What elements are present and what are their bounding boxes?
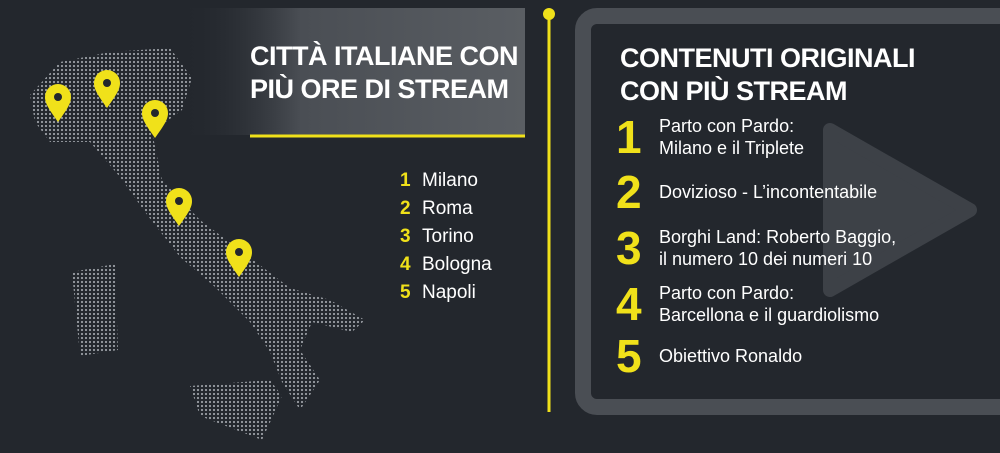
city-rank: 3 <box>400 226 411 247</box>
content-title: Obiettivo Ronaldo <box>659 345 802 367</box>
title-line: CON PIÙ STREAM <box>620 76 848 106</box>
right-title: CONTENUTI ORIGINALI CON PIÙ STREAM <box>620 42 916 108</box>
divider-dot <box>543 8 555 20</box>
city-item: 5 Napoli <box>400 282 476 304</box>
content-item: 4 Parto con Pardo: Barcellona e il guardio… <box>616 278 879 330</box>
content-rank: 4 <box>616 278 642 330</box>
city-rank: 4 <box>400 254 411 275</box>
city-item: 2 Roma <box>400 198 473 220</box>
city-item: 4 Bologna <box>400 254 492 276</box>
title-box <box>180 8 525 135</box>
city-item: 1 Milano <box>400 170 478 192</box>
content-title-line: Barcellona e il guardiolismo <box>659 305 880 325</box>
content-item: 2 Dovizioso - L’incontentabile <box>616 166 877 218</box>
content-title-line: il numero 10 dei numeri 10 <box>659 249 873 269</box>
content-title-line: Borghi Land: Roberto Baggio, <box>659 227 897 247</box>
city-name: Napoli <box>422 282 476 303</box>
content-title-line: Dovizioso - L’incontentabile <box>659 182 878 202</box>
title-line: CONTENUTI ORIGINALI <box>620 43 916 73</box>
content-title: Parto con Pardo: Milano e il Triplete <box>659 115 804 159</box>
content-rank: 2 <box>616 166 642 218</box>
italy-map <box>30 48 365 440</box>
title-line: PIÙ ORE DI STREAM <box>250 74 509 104</box>
city-name: Roma <box>422 198 473 219</box>
content-title-line: Parto con Pardo: <box>659 283 795 303</box>
city-rank: 1 <box>400 170 411 191</box>
content-title-line: Obiettivo Ronaldo <box>659 346 803 366</box>
content-item: 3 Borghi Land: Roberto Baggio, il numero 1… <box>616 222 896 274</box>
screen-frame <box>575 8 1000 415</box>
content-rank: 1 <box>616 111 642 163</box>
city-item: 3 Torino <box>400 226 474 248</box>
content-title-line: Milano e il Triplete <box>659 138 805 158</box>
city-rank: 5 <box>400 282 411 303</box>
content-title: Parto con Pardo: Barcellona e il guardiol… <box>659 282 879 326</box>
content-item: 5 Obiettivo Ronaldo <box>616 330 802 382</box>
left-title: CITTÀ ITALIANE CON PIÙ ORE DI STREAM <box>250 40 518 106</box>
map-pins <box>45 69 252 277</box>
city-name: Milano <box>422 170 478 191</box>
content-title: Borghi Land: Roberto Baggio, il numero 10… <box>659 226 896 270</box>
city-name: Torino <box>422 226 474 247</box>
play-icon <box>823 123 977 297</box>
title-line: CITTÀ ITALIANE CON <box>250 41 518 71</box>
content-rank: 5 <box>616 330 642 382</box>
content-title: Dovizioso - L’incontentabile <box>659 181 877 203</box>
content-title-line: Parto con Pardo: <box>659 116 795 136</box>
city-rank: 2 <box>400 198 411 219</box>
city-name: Bologna <box>422 254 492 275</box>
content-item: 1 Parto con Pardo: Milano e il Triplete <box>616 111 804 163</box>
content-rank: 3 <box>616 222 642 274</box>
